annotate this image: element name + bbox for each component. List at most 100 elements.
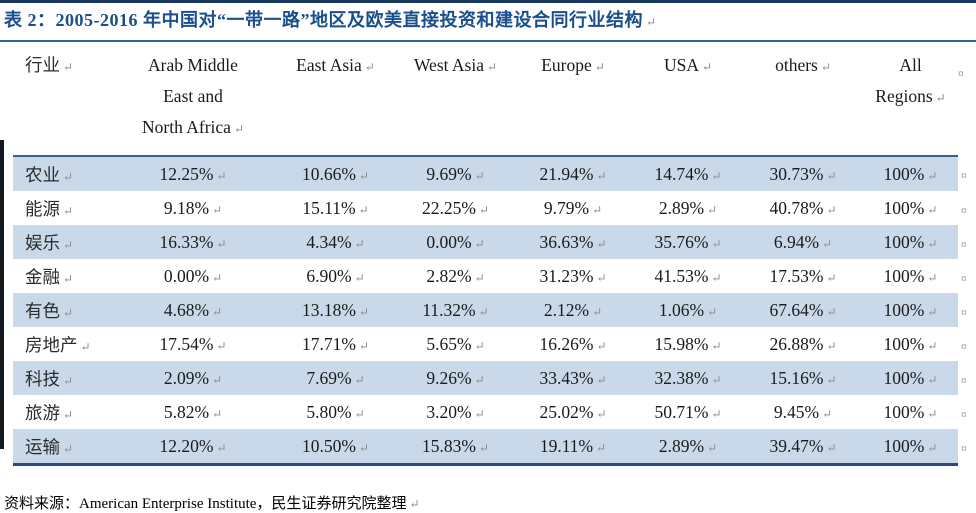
col-header-arab-mena: Arab Middle East and North Africa ↵ bbox=[113, 42, 273, 157]
value-cell: 0.00% ↵ bbox=[398, 225, 513, 259]
paragraph-mark-icon: ↵ bbox=[474, 168, 485, 183]
col-header-west-asia: West Asia ↵ bbox=[398, 42, 513, 157]
value-cell: 35.76% ↵ bbox=[633, 225, 743, 259]
paragraph-mark-icon: ↵ bbox=[212, 304, 223, 319]
value-text: 9.26% bbox=[426, 367, 472, 388]
value-text: 4.68% bbox=[163, 299, 210, 320]
paragraph-mark-icon: ↵ bbox=[409, 497, 420, 511]
paragraph-mark-icon: ↵ bbox=[63, 203, 74, 218]
industry-cell: 旅游 ↵ bbox=[13, 395, 113, 429]
row-end-mark-icon: ¤ bbox=[958, 68, 964, 80]
paragraph-mark-icon: ↵ bbox=[711, 236, 722, 251]
paragraph-mark-icon: ↵ bbox=[474, 338, 485, 353]
table-title: 表 2：2005-2016 年中国对“一带一路”地区及欧美直接投资和建设合同行业… bbox=[4, 10, 657, 30]
paragraph-mark-icon: ↵ bbox=[212, 202, 223, 217]
value-cell: 6.94% ↵ bbox=[743, 225, 863, 259]
value-text: 15.83% bbox=[421, 435, 476, 456]
value-cell: 5.82% ↵ bbox=[113, 395, 273, 429]
value-cell: 50.71% ↵ bbox=[633, 395, 743, 429]
paragraph-mark-icon: ↵ bbox=[707, 440, 718, 455]
paragraph-mark-icon: ↵ bbox=[474, 372, 485, 387]
paragraph-mark-icon: ↵ bbox=[927, 304, 938, 319]
value-text: 19.11% bbox=[539, 435, 594, 456]
industry-label: 农业 bbox=[25, 164, 60, 185]
value-text: 40.78% bbox=[769, 197, 824, 218]
paragraph-mark-icon: ↵ bbox=[474, 406, 485, 421]
paragraph-mark-icon: ↵ bbox=[63, 373, 74, 388]
header-text: East Asia bbox=[296, 55, 362, 75]
value-text: 6.90% bbox=[306, 265, 352, 286]
row-end-mark-icon: ¤ bbox=[961, 408, 967, 421]
value-cell: 16.33% ↵ bbox=[113, 225, 273, 259]
value-text: 2.89% bbox=[658, 197, 705, 218]
paragraph-mark-icon: ↵ bbox=[212, 270, 223, 285]
value-text: 5.80% bbox=[306, 401, 352, 422]
value-text: 2.09% bbox=[163, 367, 210, 388]
industry-label: 房地产 bbox=[25, 334, 78, 355]
value-text: 2.82% bbox=[426, 265, 472, 286]
value-text: 11.32% bbox=[422, 299, 476, 320]
header-text: All bbox=[899, 55, 922, 75]
header-row: 行业 ↵ Arab Middle East and North Africa ↵ E… bbox=[13, 42, 974, 157]
paragraph-mark-icon: ↵ bbox=[822, 406, 833, 421]
value-cell: 36.63% ↵ bbox=[513, 225, 633, 259]
value-text: 100% bbox=[883, 333, 925, 354]
value-cell: 9.26% ↵ bbox=[398, 361, 513, 395]
value-cell: 9.69% ↵ bbox=[398, 156, 513, 191]
header-text: East and bbox=[163, 86, 223, 106]
row-end-mark-icon: ¤ bbox=[961, 340, 967, 353]
paragraph-mark-icon: ↵ bbox=[826, 202, 837, 217]
source-note: 资料来源：American Enterprise Institute，民生证券研… bbox=[4, 492, 976, 513]
value-text: 100% bbox=[883, 231, 925, 252]
table-row: 农业 ↵ 12.25% ↵ 10.66% ↵ 9.69% ↵ 21.94% ↵ 14.74% ↵ 30.… bbox=[13, 156, 974, 191]
paragraph-mark-icon: ↵ bbox=[927, 338, 938, 353]
value-cell: 100% ↵ bbox=[863, 225, 958, 259]
paragraph-mark-icon: ↵ bbox=[354, 372, 365, 387]
value-cell: 10.50% ↵ bbox=[273, 429, 398, 466]
paragraph-mark-icon: ↵ bbox=[826, 440, 837, 455]
paragraph-mark-icon: ↵ bbox=[927, 236, 938, 251]
paragraph-mark-icon: ↵ bbox=[358, 168, 369, 183]
paragraph-mark-icon: ↵ bbox=[927, 406, 938, 421]
value-cell: 26.88% ↵ bbox=[743, 327, 863, 361]
paragraph-mark-icon: ↵ bbox=[826, 338, 837, 353]
value-text: 50.71% bbox=[654, 401, 709, 422]
row-end-mark-icon: ¤ bbox=[961, 374, 967, 387]
value-cell: 2.12% ↵ bbox=[513, 293, 633, 327]
value-text: 2.12% bbox=[543, 299, 590, 320]
row-end-marker-cell: ¤ bbox=[958, 42, 974, 156]
value-text: 41.53% bbox=[654, 265, 709, 286]
paragraph-mark-icon: ↵ bbox=[826, 270, 837, 285]
value-cell: 100% ↵ bbox=[863, 259, 958, 293]
paragraph-mark-icon: ↵ bbox=[707, 202, 718, 217]
value-cell: 2.82% ↵ bbox=[398, 259, 513, 293]
value-cell: 12.20% ↵ bbox=[113, 429, 273, 466]
value-cell: 3.20% ↵ bbox=[398, 395, 513, 429]
paragraph-mark-icon: ↵ bbox=[478, 202, 489, 217]
paragraph-mark-icon: ↵ bbox=[701, 60, 713, 74]
value-text: 2.89% bbox=[658, 435, 705, 456]
value-cell: 5.65% ↵ bbox=[398, 327, 513, 361]
industry-label: 金融 bbox=[25, 266, 60, 287]
paragraph-mark-icon: ↵ bbox=[927, 440, 938, 455]
table-title-text: 表 2：2005-2016 年中国对“一带一路”地区及欧美直接投资和建设合同行业… bbox=[4, 10, 643, 30]
value-cell: 39.47% ↵ bbox=[743, 429, 863, 466]
value-cell: 41.53% ↵ bbox=[633, 259, 743, 293]
paragraph-mark-icon: ↵ bbox=[63, 407, 74, 422]
industry-structure-table: 行业 ↵ Arab Middle East and North Africa ↵ E… bbox=[13, 42, 974, 466]
value-text: 100% bbox=[883, 265, 925, 286]
value-text: 9.79% bbox=[543, 197, 590, 218]
value-text: 100% bbox=[883, 435, 925, 456]
paragraph-mark-icon: ↵ bbox=[216, 338, 227, 353]
value-cell: 2.89% ↵ bbox=[633, 429, 743, 466]
paragraph-mark-icon: ↵ bbox=[820, 60, 831, 74]
value-cell: 100% ↵ bbox=[863, 191, 958, 225]
value-cell: 100% ↵ bbox=[863, 429, 958, 466]
value-text: 26.88% bbox=[769, 333, 824, 354]
value-cell: 17.53% ↵ bbox=[743, 259, 863, 293]
industry-label: 有色 bbox=[25, 300, 60, 321]
paragraph-mark-icon: ↵ bbox=[826, 168, 837, 183]
table-row: 娱乐 ↵ 16.33% ↵ 4.34% ↵ 0.00% ↵ 36.63% ↵ 35.76% ↵ 6.94… bbox=[13, 225, 974, 259]
value-text: 17.53% bbox=[769, 265, 824, 286]
row-end-marker-cell: ¤ bbox=[958, 225, 974, 259]
